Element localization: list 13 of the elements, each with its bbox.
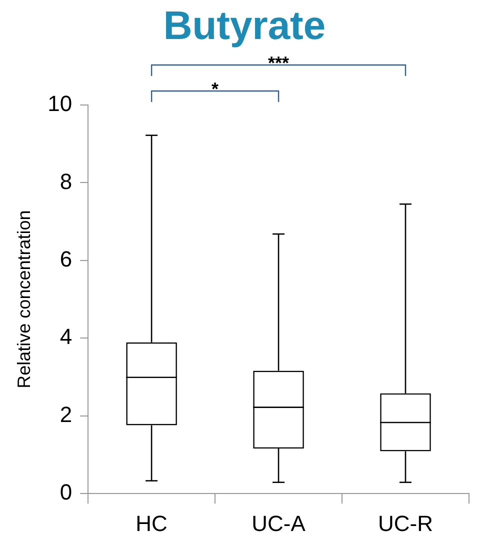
text: *	[212, 78, 219, 99]
x-tick-label: HC	[136, 510, 168, 536]
chart-title: Butyrate	[162, 4, 327, 49]
y-axis-title: Relative concentration	[14, 210, 34, 388]
y-tick-label: 6	[60, 246, 72, 272]
y-tick-label: 4	[60, 324, 72, 350]
x-tick-label: UC-R	[378, 510, 434, 536]
y-tick-label: 8	[60, 168, 72, 194]
y-tick-label: 0	[60, 480, 72, 505]
y-tick-label: 10	[48, 91, 72, 116]
y-tick-label: 2	[60, 402, 72, 427]
text: ***	[268, 52, 290, 73]
x-tick-label: UC-A	[252, 510, 306, 536]
